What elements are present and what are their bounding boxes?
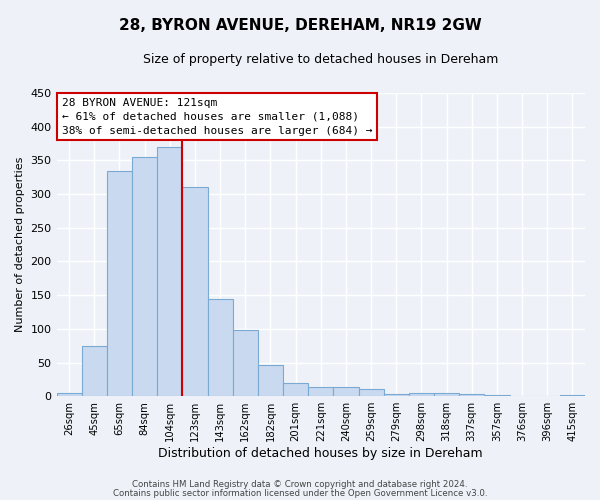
Bar (434, 393, 459, 396)
Bar (233, 330, 258, 396)
Bar (208, 298, 233, 396)
Bar (182, 188, 208, 396)
Bar (560, 395, 585, 396)
Bar (383, 394, 409, 396)
Bar (409, 393, 434, 396)
Bar (258, 365, 283, 396)
Bar (308, 387, 334, 396)
Text: 28 BYRON AVENUE: 121sqm
← 61% of detached houses are smaller (1,088)
38% of semi: 28 BYRON AVENUE: 121sqm ← 61% of detache… (62, 98, 373, 136)
X-axis label: Distribution of detached houses by size in Dereham: Distribution of detached houses by size … (158, 447, 483, 460)
Bar (484, 395, 509, 396)
Y-axis label: Number of detached properties: Number of detached properties (15, 157, 25, 332)
Bar (359, 390, 383, 396)
Bar (157, 147, 182, 396)
Text: 28, BYRON AVENUE, DEREHAM, NR19 2GW: 28, BYRON AVENUE, DEREHAM, NR19 2GW (119, 18, 481, 32)
Text: Contains public sector information licensed under the Open Government Licence v3: Contains public sector information licen… (113, 488, 487, 498)
Bar (334, 388, 359, 396)
Bar (283, 382, 308, 396)
Bar (56, 393, 82, 396)
Bar (107, 170, 132, 396)
Bar (459, 394, 484, 396)
Bar (82, 346, 107, 396)
Title: Size of property relative to detached houses in Dereham: Size of property relative to detached ho… (143, 52, 499, 66)
Bar (132, 157, 157, 396)
Text: Contains HM Land Registry data © Crown copyright and database right 2024.: Contains HM Land Registry data © Crown c… (132, 480, 468, 489)
